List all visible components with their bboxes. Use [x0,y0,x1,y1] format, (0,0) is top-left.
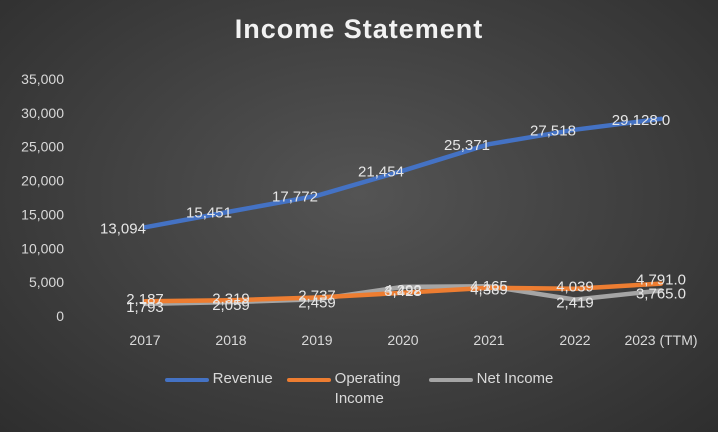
data-label-revenue: 17,772 [272,189,318,206]
legend-label-net-income: Net Income [476,370,554,387]
data-label-net-income: 2,459 [298,294,336,311]
data-label-net-income: 4,292 [384,282,422,299]
data-label-operating-income: 4,165 [470,278,508,295]
data-label-operating-income: 2,737 [298,287,336,304]
data-label-operating-income: 4,039 [556,279,594,296]
data-label-net-income: 4,389 [470,281,508,298]
x-tick-label: 2021 [473,332,504,348]
x-tick-label: 2020 [387,332,418,348]
y-tick-label: 10,000 [21,240,64,256]
data-label-revenue: 15,451 [186,204,232,221]
data-label-revenue: 27,518 [530,123,576,140]
data-label-net-income: 2,059 [212,297,250,314]
y-tick-label: 25,000 [21,139,64,155]
legend-label-revenue: Revenue [212,370,273,387]
data-label-operating-income: 2,319 [212,290,250,307]
data-label-net-income: 2,419 [556,295,594,312]
y-tick-label: 5,000 [29,274,64,290]
y-tick-label: 30,000 [21,105,64,121]
y-tick-label: 20,000 [21,173,64,189]
x-tick-label: 2023 (TTM) [624,332,697,348]
legend-swatch-operating-income [286,378,331,382]
legend-swatch-net-income [428,378,473,382]
series-line-operating-income [142,281,664,304]
legend-label-operating-income: Operating Income [334,370,401,407]
data-label-net-income: 1,793 [126,299,164,316]
data-label-operating-income: 3,428 [384,283,422,300]
legend: Revenue Operating Income Net Income [0,369,718,409]
x-axis-ticks: 2017 2018 2019 2020 2021 2022 2023 (TTM) [129,332,697,348]
legend-swatch-revenue [164,378,209,382]
data-label-net-income: 3,765.0 [636,286,686,303]
y-tick-label: 0 [56,308,64,324]
y-tick-label: 15,000 [21,206,64,222]
x-tick-label: 2018 [215,332,246,348]
x-tick-label: 2017 [129,332,160,348]
data-label-revenue: 13,094 [100,220,146,237]
data-label-operating-income: 2,187 [126,291,164,308]
series-line-revenue [142,116,664,230]
y-axis-ticks: 0 5,000 10,000 15,000 20,000 25,000 30,000 35,0… [21,71,64,324]
data-label-revenue: 25,371 [444,137,490,154]
legend-item-net-income: Net Income [428,369,554,389]
data-label-operating-income: 4,791.0 [636,272,686,289]
legend-item-operating-income: Operating Income [286,369,415,409]
data-label-revenue: 29,128.0 [612,112,670,129]
x-tick-label: 2022 [559,332,590,348]
series-lines [142,116,664,307]
x-tick-label: 2019 [301,332,332,348]
legend-item-revenue: Revenue [164,369,273,389]
chart-title: Income Statement [234,14,484,44]
y-tick-label: 35,000 [21,71,64,87]
data-labels: 13,094 15,451 17,772 21,454 25,371 27,518 29,1… [100,112,686,316]
data-label-revenue: 21,454 [358,164,404,181]
